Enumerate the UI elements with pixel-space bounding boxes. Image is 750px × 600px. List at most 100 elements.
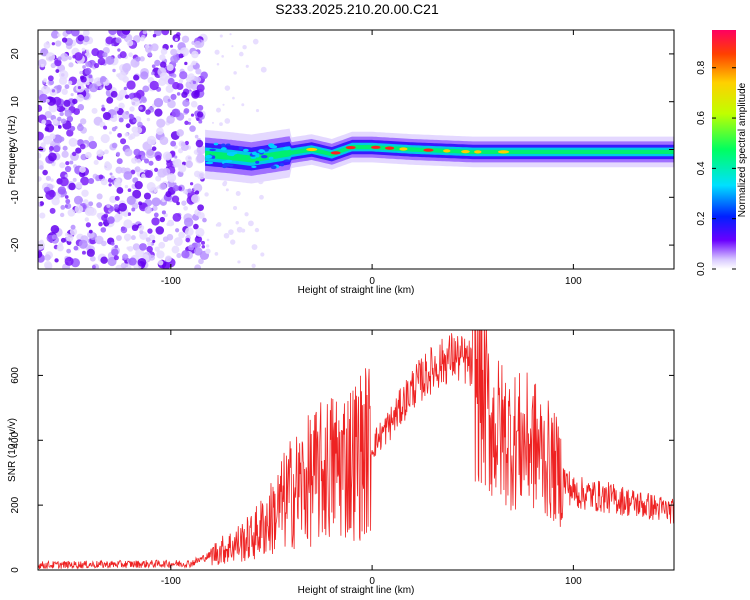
carrier-turbulence	[283, 159, 291, 162]
carrier-hotspot	[306, 147, 318, 152]
noise-blob	[128, 52, 133, 58]
noise-blob	[62, 145, 68, 151]
noise-blob	[211, 121, 214, 124]
noise-blob	[110, 241, 115, 246]
noise-blob	[106, 203, 111, 208]
carrier-turbulence	[280, 163, 285, 167]
noise-blob	[108, 131, 112, 135]
noise-blob	[100, 75, 107, 83]
noise-blob	[191, 60, 197, 66]
carrier-turbulence	[232, 152, 237, 155]
noise-blob	[81, 47, 86, 52]
noise-blob	[146, 245, 153, 253]
noise-blob	[73, 108, 80, 115]
noise-blob	[102, 111, 111, 121]
noise-blob	[153, 188, 158, 193]
noise-blob	[101, 107, 106, 112]
noise-blob	[45, 190, 55, 200]
spectrogram-x-ticks: -100 0 100	[161, 30, 582, 287]
spectrogram-noise	[38, 30, 267, 269]
noise-blob	[128, 93, 135, 99]
spectrogram-y-tick-label: 0	[10, 146, 21, 152]
noise-blob	[72, 98, 78, 105]
noise-blob	[40, 63, 45, 68]
noise-blob	[176, 82, 184, 91]
noise-blob	[221, 55, 224, 58]
noise-blob	[144, 206, 152, 214]
noise-blob	[42, 169, 48, 176]
noise-blob	[229, 33, 232, 36]
noise-blob	[156, 250, 165, 259]
noise-blob	[170, 48, 178, 56]
noise-blob	[195, 68, 202, 75]
noise-blob	[78, 123, 82, 127]
noise-blob	[73, 195, 83, 205]
noise-blob	[47, 75, 54, 82]
noise-blob	[101, 214, 108, 222]
noise-blob	[183, 108, 190, 114]
carrier-ridge-band	[205, 139, 674, 171]
noise-blob	[161, 210, 166, 215]
noise-blob	[64, 256, 74, 266]
noise-blob	[38, 201, 41, 206]
noise-blob	[174, 155, 178, 159]
noise-blob	[172, 34, 181, 42]
noise-blob	[45, 98, 50, 103]
noise-blob	[83, 35, 90, 43]
noise-blob	[147, 52, 153, 57]
spectrogram-x-tick-label: -100	[161, 276, 181, 287]
noise-blob	[173, 237, 183, 246]
noise-blob	[166, 63, 174, 72]
noise-blob	[152, 239, 156, 243]
noise-blob	[165, 84, 174, 93]
carrier-hotspot	[371, 145, 381, 149]
carrier-turbulence	[255, 154, 260, 158]
noise-blob	[107, 216, 115, 224]
noise-blob	[77, 34, 85, 42]
noise-blob	[111, 248, 119, 256]
noise-blob	[93, 159, 99, 165]
noise-blob	[147, 241, 152, 247]
carrier-turbulence	[251, 165, 257, 169]
noise-blob	[93, 62, 100, 69]
noise-blob	[86, 248, 95, 257]
noise-blob	[92, 264, 96, 269]
noise-blob	[159, 61, 167, 68]
noise-blob	[76, 94, 84, 102]
carrier-hotspot	[399, 147, 408, 151]
noise-blob	[196, 111, 204, 118]
noise-blob	[155, 175, 162, 182]
noise-blob	[57, 186, 67, 195]
noise-blob	[96, 149, 104, 157]
noise-blob	[156, 118, 166, 128]
noise-blob	[77, 103, 85, 111]
noise-blob	[131, 126, 139, 133]
noise-blob	[184, 227, 194, 237]
noise-blob	[260, 252, 265, 257]
spectrogram-y-tick-label: 10	[10, 96, 21, 108]
noise-blob	[118, 102, 125, 110]
noise-blob	[55, 40, 62, 47]
noise-blob	[123, 171, 133, 180]
noise-blob	[133, 74, 140, 81]
noise-blob	[147, 228, 153, 234]
noise-blob	[148, 160, 154, 166]
noise-blob	[173, 145, 178, 149]
noise-blob	[140, 71, 149, 80]
noise-blob	[181, 250, 190, 259]
noise-blob	[241, 103, 245, 107]
noise-blob	[159, 216, 166, 223]
noise-blob	[167, 77, 175, 85]
noise-blob	[96, 202, 103, 208]
noise-blob	[56, 84, 62, 90]
carrier-turbulence	[238, 147, 244, 150]
noise-blob	[44, 126, 50, 132]
noise-blob	[121, 30, 131, 35]
noise-blob	[61, 37, 68, 43]
noise-blob	[193, 183, 203, 193]
carrier-turbulence	[282, 146, 291, 151]
noise-blob	[184, 61, 188, 66]
noise-blob	[238, 51, 244, 57]
colorbar-label: Normalized spectral amplitude	[737, 82, 748, 217]
noise-blob	[82, 30, 90, 37]
